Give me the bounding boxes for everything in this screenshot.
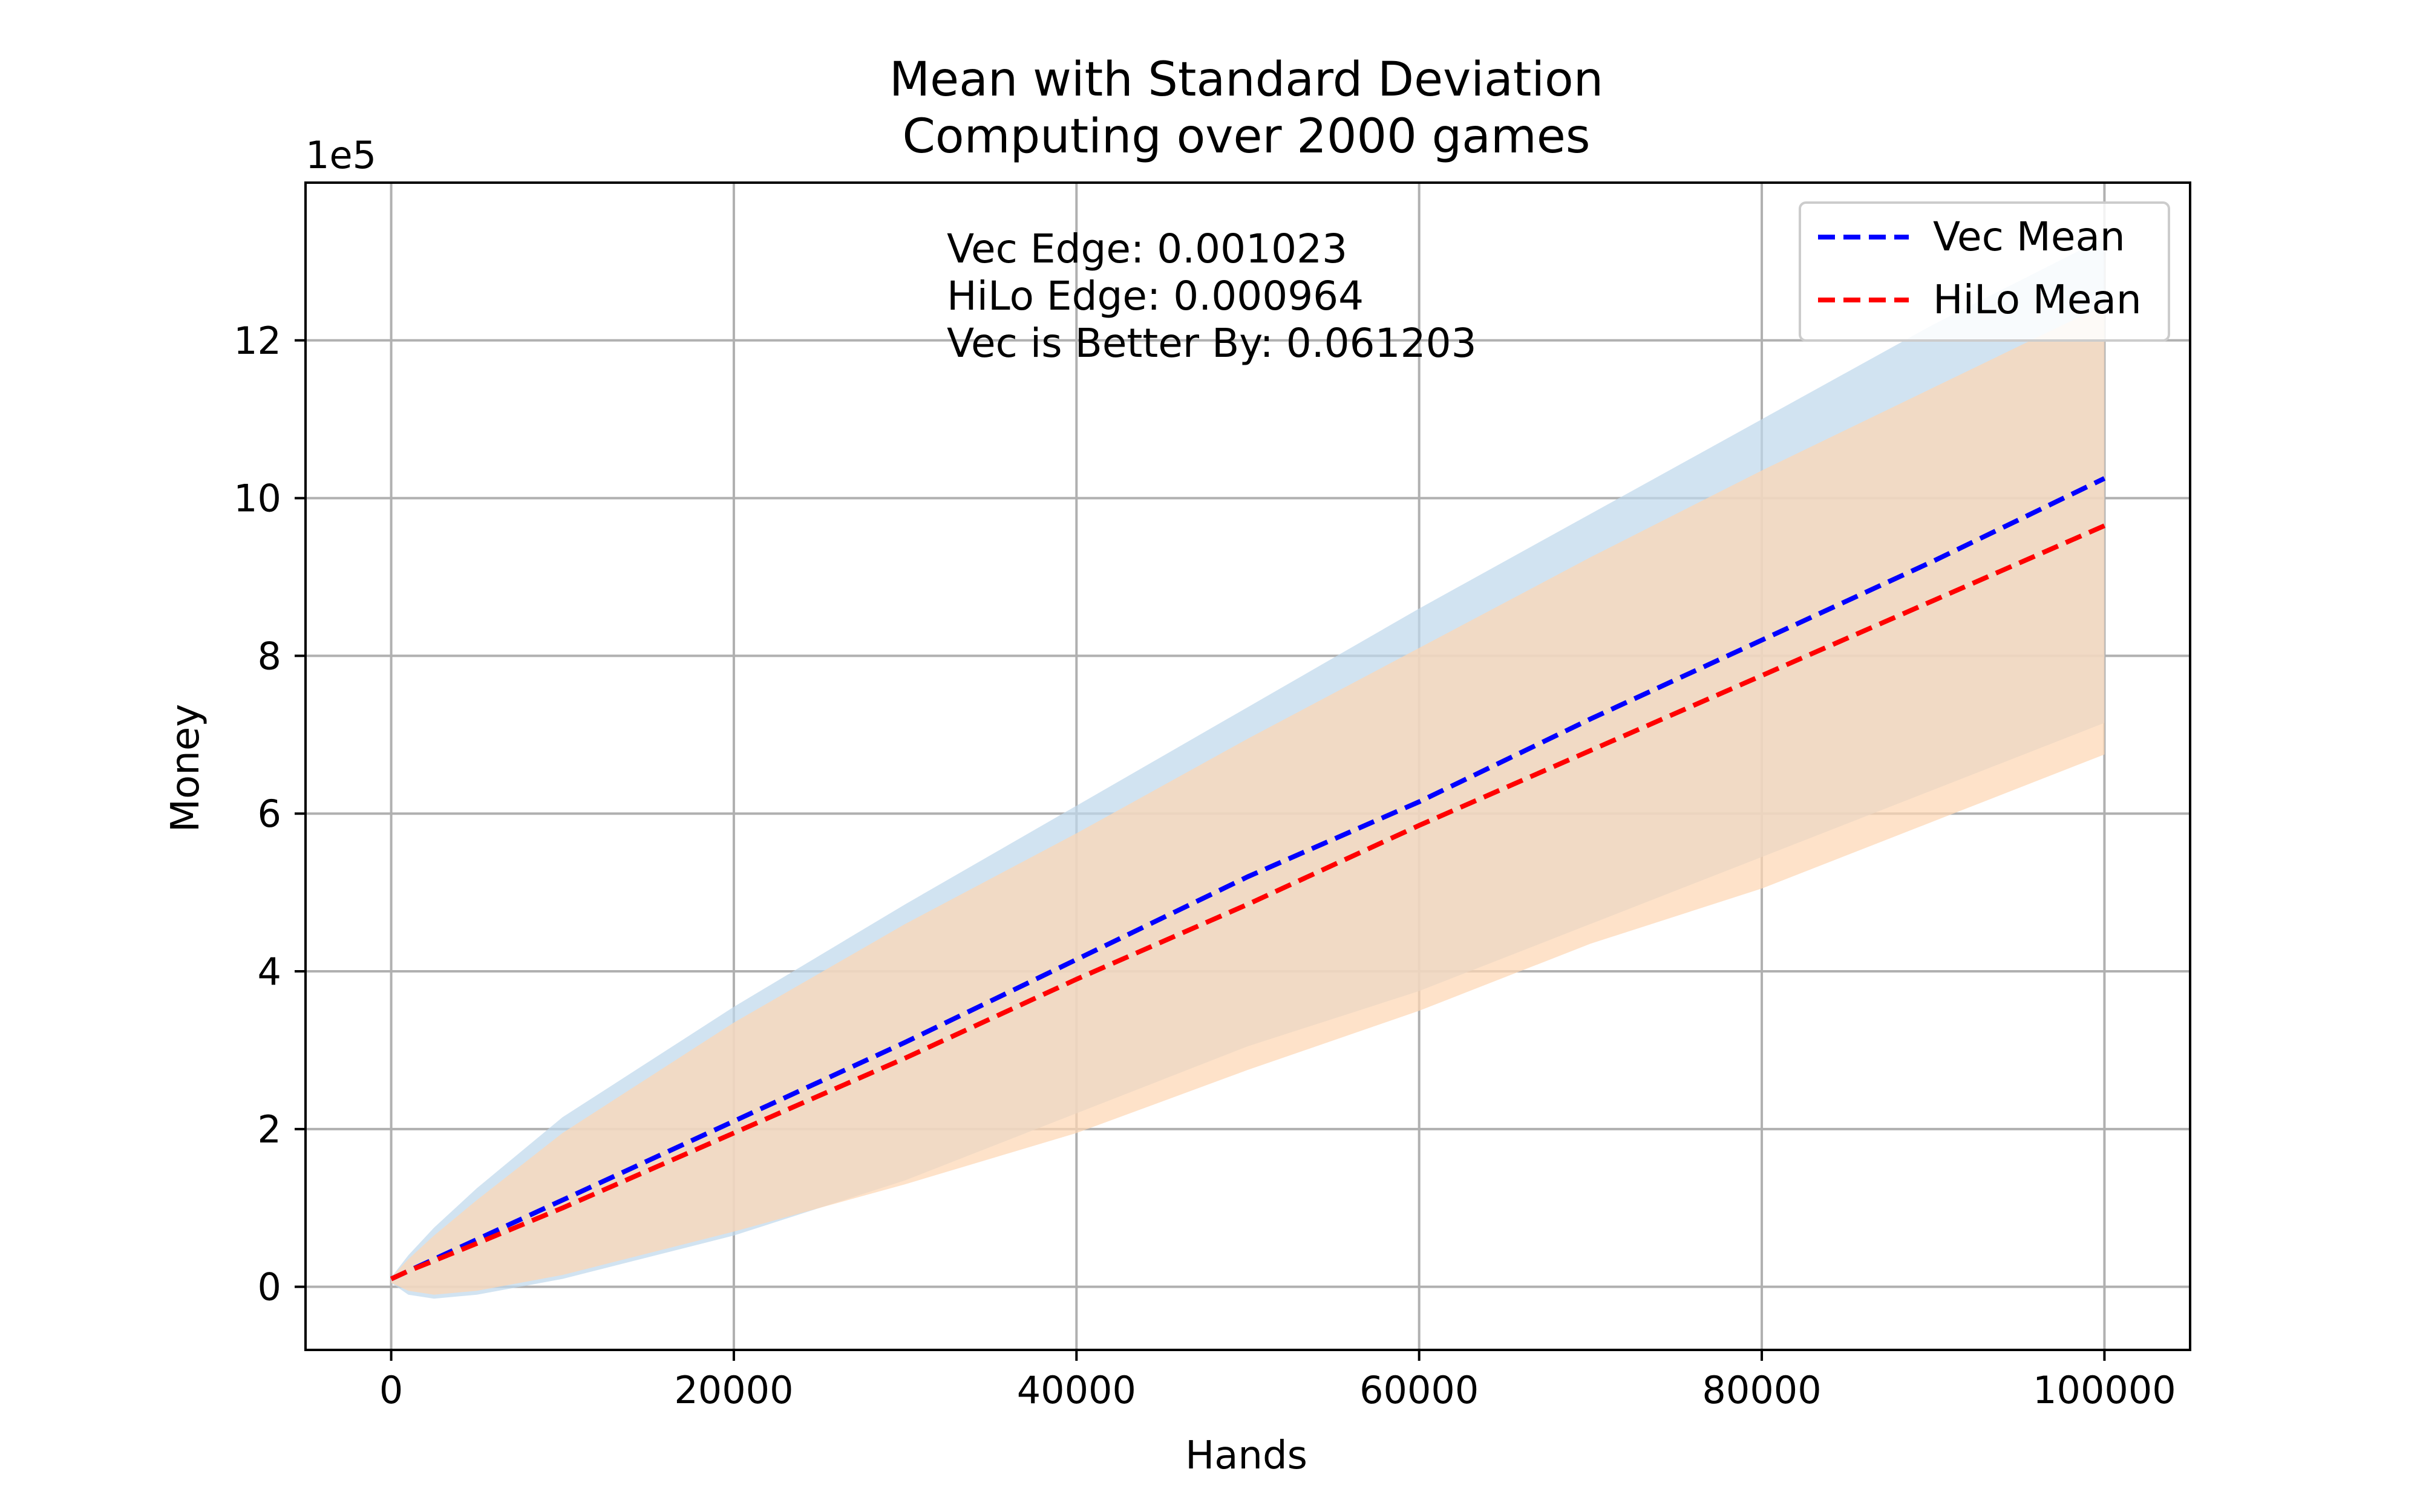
x-tick-label-0: 0: [379, 1368, 403, 1412]
x-tick-label-4: 80000: [1702, 1368, 1821, 1412]
x-axis-label: Hands: [1185, 1433, 1307, 1478]
chart-subtitle: Computing over 2000 games: [902, 109, 1590, 164]
chart-title: Mean with Standard Deviation: [889, 53, 1603, 107]
y-tick-label-5: 10: [234, 477, 281, 521]
legend-frame: [1799, 201, 2170, 342]
annotation-box: Vec Edge: 0.001023 HiLo Edge: 0.000964 V…: [947, 226, 1477, 367]
legend-label-hilo: HiLo Mean: [1933, 276, 2142, 323]
y-axis-label: Money: [163, 704, 208, 832]
y-tick-label-1: 2: [258, 1107, 281, 1152]
x-tick-label-5: 100000: [2033, 1368, 2176, 1412]
y-ticks: 0 2 4 6 8 10 12: [234, 319, 306, 1309]
y-tick-label-3: 6: [258, 792, 281, 836]
annotation-hilo-edge: HiLo Edge: 0.000964: [947, 273, 1364, 319]
mean-line-0: [390, 476, 2106, 1282]
y-tick-label-0: 0: [258, 1265, 281, 1309]
annotation-vec-edge: Vec Edge: 0.001023: [947, 226, 1347, 272]
std-band-1: [391, 305, 2105, 1295]
y-tick-label-2: 4: [258, 950, 281, 994]
mean-lines: [390, 476, 2106, 1282]
y-tick-label-6: 12: [234, 319, 281, 363]
mean-line-1: [390, 523, 2106, 1282]
x-ticks: 0 20000 40000 60000 80000 100000: [379, 1350, 2176, 1412]
x-tick-label-1: 20000: [674, 1368, 793, 1412]
legend: Vec Mean HiLo Mean: [1799, 201, 2170, 342]
plot-frame: [304, 181, 2191, 1351]
x-tick-label-2: 40000: [1017, 1368, 1136, 1412]
std-bands: [391, 238, 2105, 1299]
annotation-better-by: Vec is Better By: 0.061203: [947, 320, 1477, 367]
legend-label-vec: Vec Mean: [1933, 213, 2125, 260]
y-offset-label: 1e5: [306, 133, 376, 177]
y-tick-label-4: 8: [258, 634, 281, 678]
x-tick-label-3: 60000: [1359, 1368, 1479, 1412]
